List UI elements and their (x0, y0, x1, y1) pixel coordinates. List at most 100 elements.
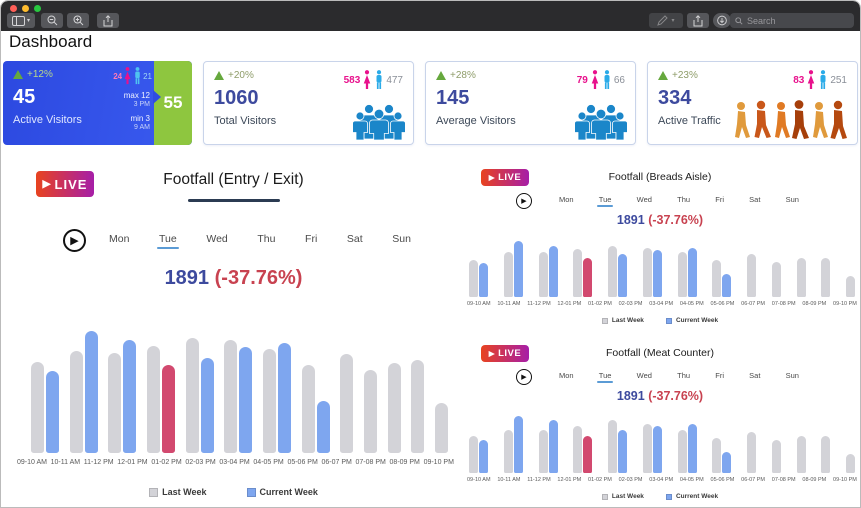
last-week-swatch (601, 493, 608, 500)
titlebar: ▾ ▾ (1, 1, 860, 31)
bar-current-week (479, 440, 488, 473)
day-tab-mon[interactable]: Mon (559, 371, 574, 380)
day-tab-tue[interactable]: Tue (596, 195, 614, 207)
x-axis-label: 03-04 PM (219, 459, 250, 466)
chart-legend: Last Week Current Week (11, 487, 456, 497)
bar-current-week (513, 416, 523, 473)
day-tab-thu[interactable]: Thu (677, 195, 691, 204)
play-button[interactable]: ▶ (63, 229, 86, 252)
play-button[interactable]: ▶ (516, 193, 532, 209)
bar-last-week (224, 339, 238, 453)
male-icon (604, 70, 610, 89)
sidebar-toggle-button[interactable]: ▾ (7, 13, 35, 28)
share-box-icon (693, 14, 703, 26)
search-field[interactable] (730, 13, 854, 28)
x-axis-label: 07-08 PM (355, 459, 386, 466)
share-button[interactable] (97, 13, 119, 28)
bar-last-week (642, 247, 652, 297)
zoom-in-button[interactable] (67, 13, 89, 28)
bar-group (301, 331, 330, 453)
upload-button[interactable] (687, 13, 709, 28)
day-tab-wed[interactable]: Wed (636, 371, 652, 380)
legend-item[interactable]: Current Week (246, 487, 318, 497)
gender-counts: 83 251 (793, 70, 847, 90)
search-input[interactable] (747, 15, 849, 26)
bar-group (771, 413, 781, 473)
legend-item[interactable]: Last Week (601, 493, 644, 500)
day-tab-tue[interactable]: Tue (157, 233, 179, 249)
max-time: 3 PM (133, 101, 150, 108)
day-tab-wed[interactable]: Wed (636, 195, 652, 204)
legend-item[interactable]: Current Week (665, 317, 718, 324)
zoom-out-button[interactable] (41, 13, 63, 28)
minimize-button[interactable] (22, 5, 29, 12)
bar-current-week (479, 262, 488, 297)
x-axis-label: 04-05 PM (253, 459, 284, 466)
x-axis-label: 09-10 PM (423, 459, 454, 466)
chart-footfall-breads-aisle: ▶ LIVE Footfall (Breads Aisle) ▶ Mon Tue W… (461, 161, 859, 333)
kpi-card-average-visitors[interactable]: +28% 145 Average Visitors 79 66 (425, 61, 636, 145)
x-axis-label: 09-10 AM (467, 477, 491, 483)
day-tab-mon[interactable]: Mon (559, 195, 574, 204)
x-axis-label: 01-02 PM (588, 477, 612, 483)
female-icon (808, 70, 815, 89)
people-group-icon (575, 104, 627, 140)
bar-group (387, 331, 401, 453)
x-axis-label: 12-01 PM (557, 301, 582, 307)
day-tab-sat[interactable]: Sat (749, 371, 761, 380)
bar-group (503, 237, 523, 297)
close-button[interactable] (10, 5, 17, 12)
x-axis: 09-10 AM 10-11 AM 11-12 PM 12-01 PM 01-02 PM… (467, 301, 857, 307)
edit-button[interactable]: ▾ (649, 13, 683, 28)
day-tab-sat[interactable]: Sat (749, 195, 761, 204)
bar-group (821, 237, 831, 297)
x-axis-label: 05-06 PM (710, 301, 735, 307)
kpi-card-active-visitors[interactable]: +12% 45 Active Visitors 24 21 max 12 3 P… (3, 61, 192, 145)
day-tab-sun[interactable]: Sun (785, 371, 799, 380)
day-tab-wed[interactable]: Wed (206, 233, 228, 245)
bar-last-week (821, 258, 831, 297)
bar-last-week (747, 253, 756, 297)
day-tab-thu[interactable]: Thu (257, 233, 276, 245)
download-button[interactable] (713, 13, 731, 28)
day-tab-sat[interactable]: Sat (346, 233, 363, 245)
kpi-change: +28% (436, 70, 625, 81)
kpi-card-active-traffic[interactable]: +23% 334 Active Traffic 83 251 (647, 61, 858, 145)
day-tab-tue[interactable]: Tue (596, 371, 614, 383)
day-tab-fri[interactable]: Fri (715, 371, 724, 380)
day-tab-sun[interactable]: Sun (392, 233, 411, 245)
chart-value: 1891 (-37.76%) (461, 213, 859, 227)
min-max-block: max 12 3 PM min 3 9 AM (124, 91, 150, 137)
play-icon: ▶ (70, 235, 79, 247)
x-axis-label: 12-01 PM (557, 477, 582, 483)
kpi-card-total-visitors[interactable]: +20% 1060 Total Visitors 583 477 (203, 61, 414, 145)
male-count: 477 (386, 74, 403, 86)
day-tab-fri[interactable]: Fri (715, 195, 724, 204)
day-tab-thu[interactable]: Thu (677, 371, 691, 380)
bar-last-week (796, 258, 806, 297)
bar-last-week (469, 259, 478, 297)
bar-last-week (469, 435, 478, 473)
bar-group (712, 237, 732, 297)
legend-item[interactable]: Last Week (149, 487, 207, 497)
day-tab-fri[interactable]: Fri (305, 233, 318, 245)
female-count: 83 (793, 74, 805, 86)
play-button[interactable]: ▶ (516, 369, 532, 385)
bar-current-week-highlight (583, 258, 593, 297)
day-tab-mon[interactable]: Mon (109, 233, 130, 245)
kpi-change-text: +23% (672, 70, 698, 81)
legend-item[interactable]: Current Week (665, 493, 718, 500)
bar-group (677, 413, 697, 473)
day-tab-sun[interactable]: Sun (785, 195, 799, 204)
x-axis-label: 01-02 PM (151, 459, 182, 466)
x-axis-label: 11-12 PM (527, 477, 551, 483)
x-axis-label: 04-05 PM (679, 477, 704, 483)
right-column: ▶ LIVE Footfall (Breads Aisle) ▶ Mon Tue W… (461, 161, 859, 507)
bar-last-week (503, 429, 513, 473)
legend-item[interactable]: Last Week (601, 317, 644, 324)
kpi-change: +23% (658, 70, 847, 81)
bar-last-week (846, 276, 855, 297)
footfall-change: (-37.76%) (648, 213, 704, 227)
zoom-window-button[interactable] (34, 5, 41, 12)
